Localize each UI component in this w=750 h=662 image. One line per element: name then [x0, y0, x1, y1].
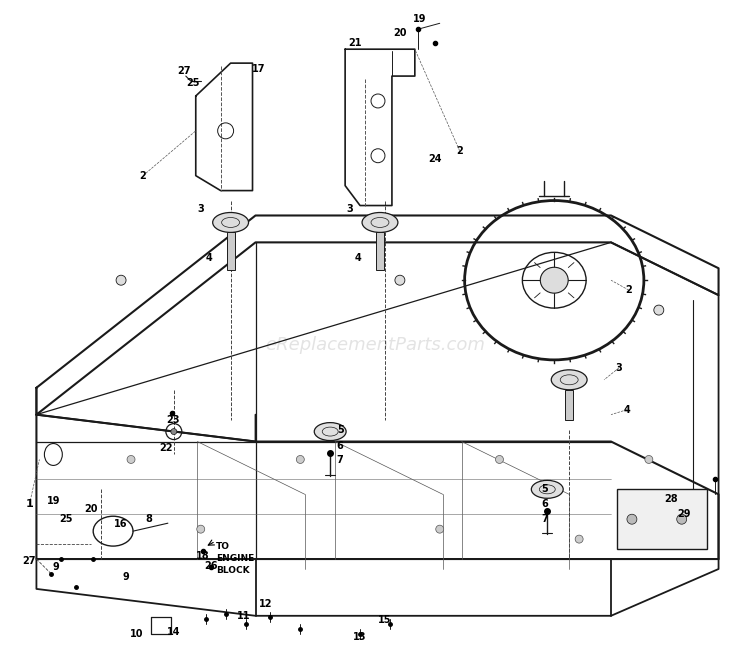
Text: 7: 7 — [337, 455, 344, 465]
Text: 4: 4 — [623, 404, 630, 414]
Bar — [376, 232, 384, 270]
Text: 22: 22 — [159, 442, 172, 453]
Circle shape — [645, 455, 652, 463]
Text: 20: 20 — [393, 28, 406, 38]
Text: 25: 25 — [186, 78, 200, 88]
Text: 5: 5 — [541, 485, 548, 495]
Text: 12: 12 — [259, 599, 272, 609]
Text: 3: 3 — [346, 203, 353, 214]
Circle shape — [116, 275, 126, 285]
Text: 29: 29 — [677, 509, 691, 519]
Text: 11: 11 — [237, 611, 250, 621]
Ellipse shape — [314, 422, 346, 440]
Text: 4: 4 — [206, 254, 212, 263]
Text: 5: 5 — [337, 424, 344, 434]
Text: TO: TO — [216, 542, 229, 551]
Text: BLOCK: BLOCK — [216, 566, 249, 575]
Text: 25: 25 — [59, 514, 73, 524]
Text: 9: 9 — [53, 562, 60, 572]
Ellipse shape — [362, 213, 398, 232]
Text: 20: 20 — [85, 504, 98, 514]
Circle shape — [676, 514, 687, 524]
Text: 16: 16 — [114, 519, 128, 529]
Bar — [566, 390, 573, 420]
Text: 15: 15 — [378, 615, 392, 625]
Text: 26: 26 — [204, 561, 218, 571]
Text: 2: 2 — [140, 171, 146, 181]
Circle shape — [127, 455, 135, 463]
Text: 4: 4 — [355, 254, 362, 263]
Text: 1: 1 — [26, 499, 33, 509]
Ellipse shape — [551, 370, 587, 390]
Text: 21: 21 — [348, 38, 361, 48]
Text: ENGINE: ENGINE — [216, 554, 254, 563]
Text: 2: 2 — [456, 146, 463, 156]
Circle shape — [296, 455, 304, 463]
Circle shape — [436, 525, 444, 533]
Text: 24: 24 — [428, 154, 442, 164]
Text: 10: 10 — [130, 629, 144, 639]
Text: 13: 13 — [353, 632, 367, 641]
Circle shape — [627, 514, 637, 524]
Text: 17: 17 — [252, 64, 266, 74]
Text: eReplacementParts.com: eReplacementParts.com — [265, 336, 485, 354]
Text: 2: 2 — [626, 285, 632, 295]
Text: 3: 3 — [616, 363, 622, 373]
Text: 23: 23 — [166, 414, 179, 424]
Text: 27: 27 — [177, 66, 190, 76]
Text: 27: 27 — [22, 556, 36, 566]
Circle shape — [496, 455, 503, 463]
Ellipse shape — [531, 481, 563, 498]
Text: 19: 19 — [46, 496, 60, 506]
Text: 19: 19 — [413, 15, 427, 24]
Text: 18: 18 — [196, 551, 209, 561]
Text: 6: 6 — [541, 499, 548, 509]
Text: 14: 14 — [167, 627, 181, 637]
Text: 28: 28 — [664, 495, 677, 504]
Ellipse shape — [213, 213, 248, 232]
Text: 7: 7 — [541, 514, 548, 524]
Text: 9: 9 — [123, 572, 130, 582]
Text: 8: 8 — [146, 514, 152, 524]
Bar — [617, 489, 706, 549]
Circle shape — [196, 525, 205, 533]
Circle shape — [575, 535, 583, 543]
Circle shape — [171, 428, 177, 434]
Circle shape — [395, 275, 405, 285]
Text: 6: 6 — [337, 440, 344, 451]
Text: 3: 3 — [197, 203, 204, 214]
Circle shape — [654, 305, 664, 315]
Bar — [226, 232, 235, 270]
Ellipse shape — [540, 267, 568, 293]
